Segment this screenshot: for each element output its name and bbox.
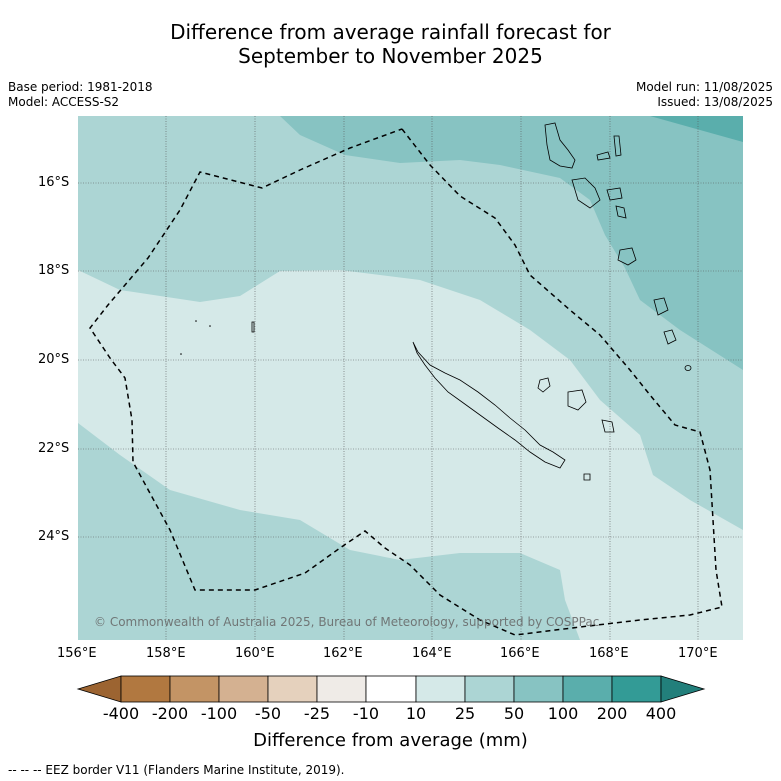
- colorbar-label: 200: [596, 704, 628, 723]
- lat-label: 18°S: [38, 263, 70, 278]
- lon-label: 164°E: [412, 646, 452, 661]
- model-name: Model: ACCESS-S2: [8, 95, 120, 109]
- colorbar-label: 25: [454, 704, 476, 723]
- loyalty-island-3: [601, 419, 615, 433]
- vanuatu-island-4: [571, 177, 601, 209]
- loyalty-island-1: [537, 377, 551, 393]
- colorbar-segment: [316, 675, 367, 703]
- colorbar-label: -10: [352, 704, 380, 723]
- vanuatu-island-7: [617, 247, 637, 266]
- gridlines: [78, 116, 743, 640]
- vanuatu-island-6: [615, 205, 627, 219]
- lon-label: 166°E: [500, 646, 540, 661]
- vanuatu-island-1: [544, 122, 576, 169]
- colorbar-label: 100: [547, 704, 579, 723]
- lon-label: 162°E: [323, 646, 363, 661]
- lat-label: 16°S: [38, 175, 70, 190]
- lat-label: 20°S: [38, 352, 70, 367]
- issued-date: Issued: 13/08/2025: [657, 95, 773, 109]
- island-small-east: [684, 365, 692, 371]
- colorbar-segment: [267, 675, 318, 703]
- colorbar-segment: [464, 675, 515, 703]
- colorbar-arrow-left: [76, 675, 122, 703]
- vanuatu-island-2: [613, 135, 622, 157]
- vanuatu-island-3: [596, 151, 611, 161]
- lat-label: 22°S: [38, 441, 70, 456]
- lon-label: 160°E: [235, 646, 275, 661]
- title-line-1: Difference from average rainfall forecas…: [170, 20, 611, 44]
- islet-dot-3: [209, 325, 211, 327]
- colorbar-label: -200: [151, 704, 189, 723]
- colorbar-label: 50: [503, 704, 525, 723]
- model-run: Model run: 11/08/2025: [635, 80, 773, 94]
- lon-label: 158°E: [146, 646, 186, 661]
- lon-label: 170°E: [678, 646, 718, 661]
- colorbar-label: 400: [645, 704, 677, 723]
- colorbar-segment: [562, 675, 613, 703]
- islet-dot-1: [195, 320, 197, 322]
- colorbar: [76, 675, 706, 703]
- vanuatu-island-8: [653, 297, 669, 316]
- vanuatu-island-9: [663, 329, 677, 345]
- zone-10-25: [78, 270, 743, 640]
- islet-dot-2: [180, 353, 182, 355]
- colorbar-segment: [218, 675, 269, 703]
- colorbar-label: -100: [200, 704, 238, 723]
- colorbar-segment: [120, 675, 171, 703]
- map-area: [78, 116, 743, 640]
- colorbar-segment: [169, 675, 220, 703]
- zone-100-200: [650, 116, 743, 142]
- new-caledonia-island: [412, 341, 566, 469]
- eez-border: [89, 128, 723, 636]
- meta-right: Model run: 11/08/2025 Issued: 13/08/2025: [636, 80, 773, 110]
- zone-50-100: [280, 116, 743, 370]
- base-period: Base period: 1981-2018: [8, 80, 153, 94]
- colorbar-segment: [365, 675, 417, 703]
- colorbar-title: Difference from average (mm): [253, 730, 528, 751]
- colorbar-segment: [415, 675, 466, 703]
- copyright-text: © Commonwealth of Australia 2025, Bureau…: [94, 615, 599, 629]
- lat-label: 24°S: [38, 529, 70, 544]
- chart-title: Difference from average rainfall forecas…: [0, 20, 781, 68]
- colorbar-label: -25: [303, 704, 331, 723]
- eez-legend-note: -- -- -- EEZ border V11 (Flanders Marine…: [8, 763, 345, 777]
- meta-left: Base period: 1981-2018 Model: ACCESS-S2: [8, 80, 153, 110]
- colorbar-segment: [611, 675, 662, 703]
- colorbar-label: 10: [405, 704, 427, 723]
- chesterfield-islet: [251, 321, 255, 333]
- title-line-2: September to November 2025: [238, 44, 543, 68]
- loyalty-island-2: [567, 389, 587, 411]
- colorbar-arrow-right: [660, 675, 706, 703]
- lon-label: 156°E: [57, 646, 97, 661]
- colorbar-label: -400: [102, 704, 140, 723]
- lon-label: 168°E: [589, 646, 629, 661]
- colorbar-label: -50: [254, 704, 282, 723]
- vanuatu-island-5: [606, 187, 623, 201]
- walpole-island: [583, 473, 591, 481]
- colorbar-segment: [513, 675, 564, 703]
